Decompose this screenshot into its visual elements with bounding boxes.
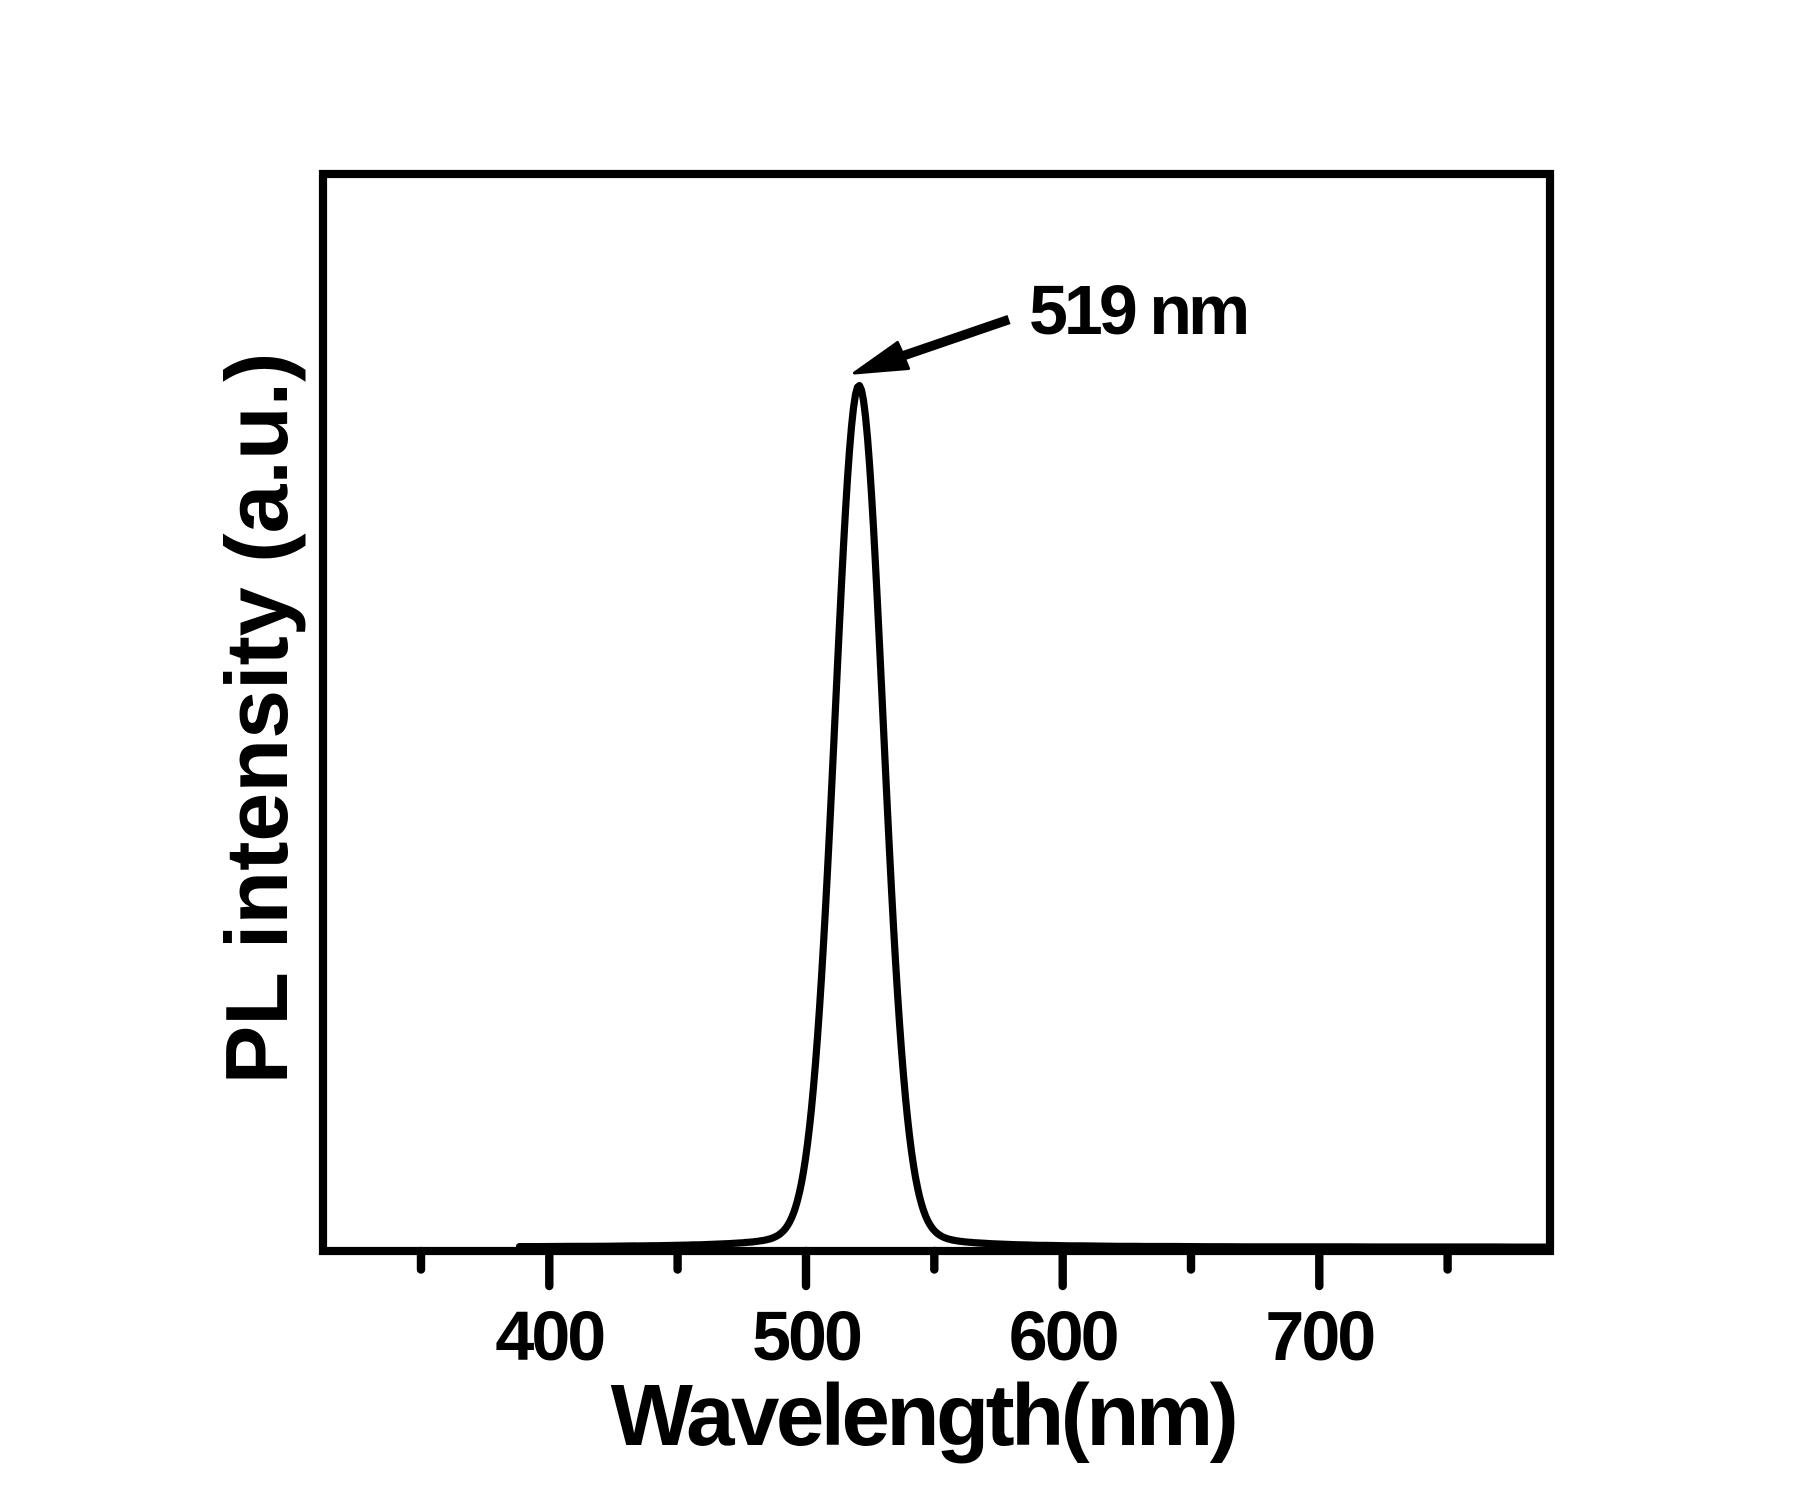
svg-text:PL intensity (a.u.): PL intensity (a.u.) xyxy=(207,353,306,1085)
svg-text:600: 600 xyxy=(1009,1297,1118,1375)
svg-text:500: 500 xyxy=(752,1297,861,1375)
svg-text:700: 700 xyxy=(1265,1297,1374,1375)
svg-text:Wavelength(nm): Wavelength(nm) xyxy=(611,1367,1235,1464)
svg-text:519 nm: 519 nm xyxy=(1029,271,1246,349)
svg-text:400: 400 xyxy=(495,1297,604,1375)
